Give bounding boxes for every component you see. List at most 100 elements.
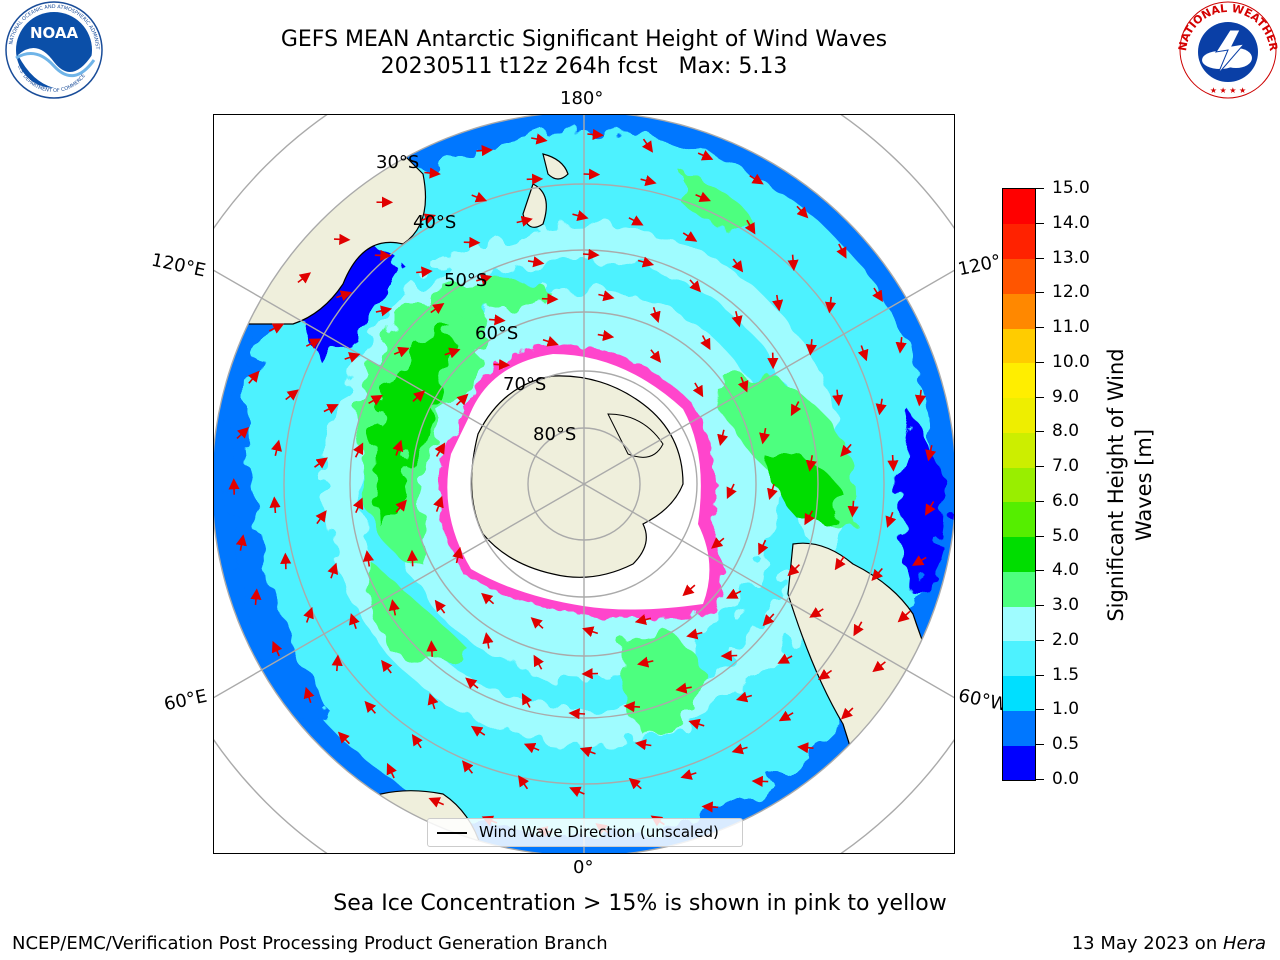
wind-wave-arrow [248,370,260,384]
wind-wave-arrow [235,534,247,551]
wind-wave-arrow [426,640,438,657]
colorbar-segment [1003,397,1035,433]
wind-wave-arrow [767,483,778,501]
wind-wave-arrow [476,273,493,285]
wind-wave-arrow [427,693,439,710]
wind-wave-arrow [836,243,847,259]
colorbar-segment [1003,223,1035,259]
colorbar-segment [1003,432,1035,468]
wind-wave-arrow [579,746,596,758]
wind-wave-arrow [726,483,737,499]
wind-wave-arrow [834,556,846,571]
graticule [213,114,955,854]
wind-wave-arrow [847,500,859,518]
wind-wave-arrow [818,669,833,681]
colorbar-tick [1036,674,1044,676]
lon-label-180: 180° [560,88,604,109]
wind-wave-arrow [531,133,548,145]
lat-label-40s: 40°S [413,212,457,233]
colorbar-segment [1003,258,1035,294]
wind-wave-arrow [628,215,644,226]
lat-label-80s: 80°S [533,424,577,445]
wind-wave-arrow [832,389,844,407]
colorbar-segment [1003,745,1035,781]
colorbar-tick [1036,431,1044,433]
colorbar-tick [1036,257,1044,259]
wind-wave-arrow [680,769,697,780]
wind-wave-arrow [269,496,281,514]
svg-text:★ ★ ★ ★: ★ ★ ★ ★ [1210,86,1246,95]
lon-label-60e: 60°E [162,685,209,716]
colorbar-tick-label: 6.0 [1052,490,1080,511]
wind-wave-arrow [731,311,743,328]
wind-wave-arrow [388,599,400,616]
wind-wave-arrow [853,621,864,637]
wind-wave-arrow [452,546,464,564]
wind-wave-arrow [471,191,488,203]
colorbar-tick [1036,605,1044,607]
colorbar-tick [1036,744,1044,746]
wind-wave-arrow [623,701,641,713]
wind-wave-arrow [634,614,652,626]
colorbar-tick [1036,396,1044,398]
wind-wave-arrow [518,775,529,790]
wind-wave-arrow [386,762,397,779]
wind-wave-arrow [872,660,886,673]
colorbar-tick [1036,639,1044,641]
colorbar-tick-label: 4.0 [1052,560,1080,581]
wind-wave-arrow [759,427,771,445]
wind-wave-arrow [333,233,351,245]
colorbar-tick-label: 15.0 [1052,178,1090,198]
colorbar-segment [1003,571,1035,607]
wind-wave-arrow [569,786,585,797]
colorbar-tick [1036,292,1044,294]
colorbar-segment [1003,501,1035,538]
wind-wave-arrow [406,549,419,567]
wind-wave-arrow [482,632,494,649]
wind-wave-arrow [314,457,328,469]
wind-wave-arrow [430,302,445,314]
wind-wave-arrow [682,231,698,242]
wind-wave-arrow [762,613,775,627]
wind-wave-arrow [700,335,711,351]
colorbar-tick [1036,361,1044,363]
colorbar-tick-label: 5.0 [1052,525,1080,546]
wind-wave-arrow [897,610,911,623]
colorbar-tick-label: 3.0 [1052,595,1080,616]
wind-wave-arrow [688,718,705,730]
wind-wave-arrow [758,539,769,556]
wind-wave-arrow [744,219,756,235]
colorbar-segment [1003,467,1035,503]
colorbar-tick [1036,709,1044,711]
map-legend: Wind Wave Direction (unscaled) [427,818,743,847]
wind-wave-arrow [695,191,711,203]
wind-wave-arrow [857,345,869,362]
colorbar-tick [1036,466,1044,468]
wind-wave-arrow [885,511,897,528]
wind-wave-arrow [521,692,533,708]
wind-wave-arrow [634,739,652,751]
colorbar [1002,188,1036,781]
colorbar-tick-label: 1.0 [1052,699,1080,720]
wind-wave-arrow [568,708,586,720]
wind-wave-arrow [353,442,364,458]
colorbar-segment [1003,675,1035,711]
wind-wave-arrow [268,323,285,334]
colorbar-tick-label: 14.0 [1052,212,1090,233]
wind-wave-arrow [236,426,250,439]
wind-wave-arrow [336,290,353,302]
wind-wave-arrow [393,346,410,358]
noaa-logo-text: NOAA [30,24,79,42]
wind-wave-arrow [542,336,559,347]
wind-wave-arrow [470,725,486,737]
colorbar-segment [1003,362,1035,399]
wind-wave-arrow [731,743,748,755]
wind-wave-arrow [796,205,809,219]
wind-wave-arrow [787,564,800,577]
wind-wave-arrow [637,256,655,268]
wind-wave-arrow [787,254,799,272]
wind-wave-arrow [587,128,604,141]
wind-wave-arrow [790,401,802,417]
wind-wave-arrow [352,497,364,514]
wind-wave-arrow [344,352,361,363]
